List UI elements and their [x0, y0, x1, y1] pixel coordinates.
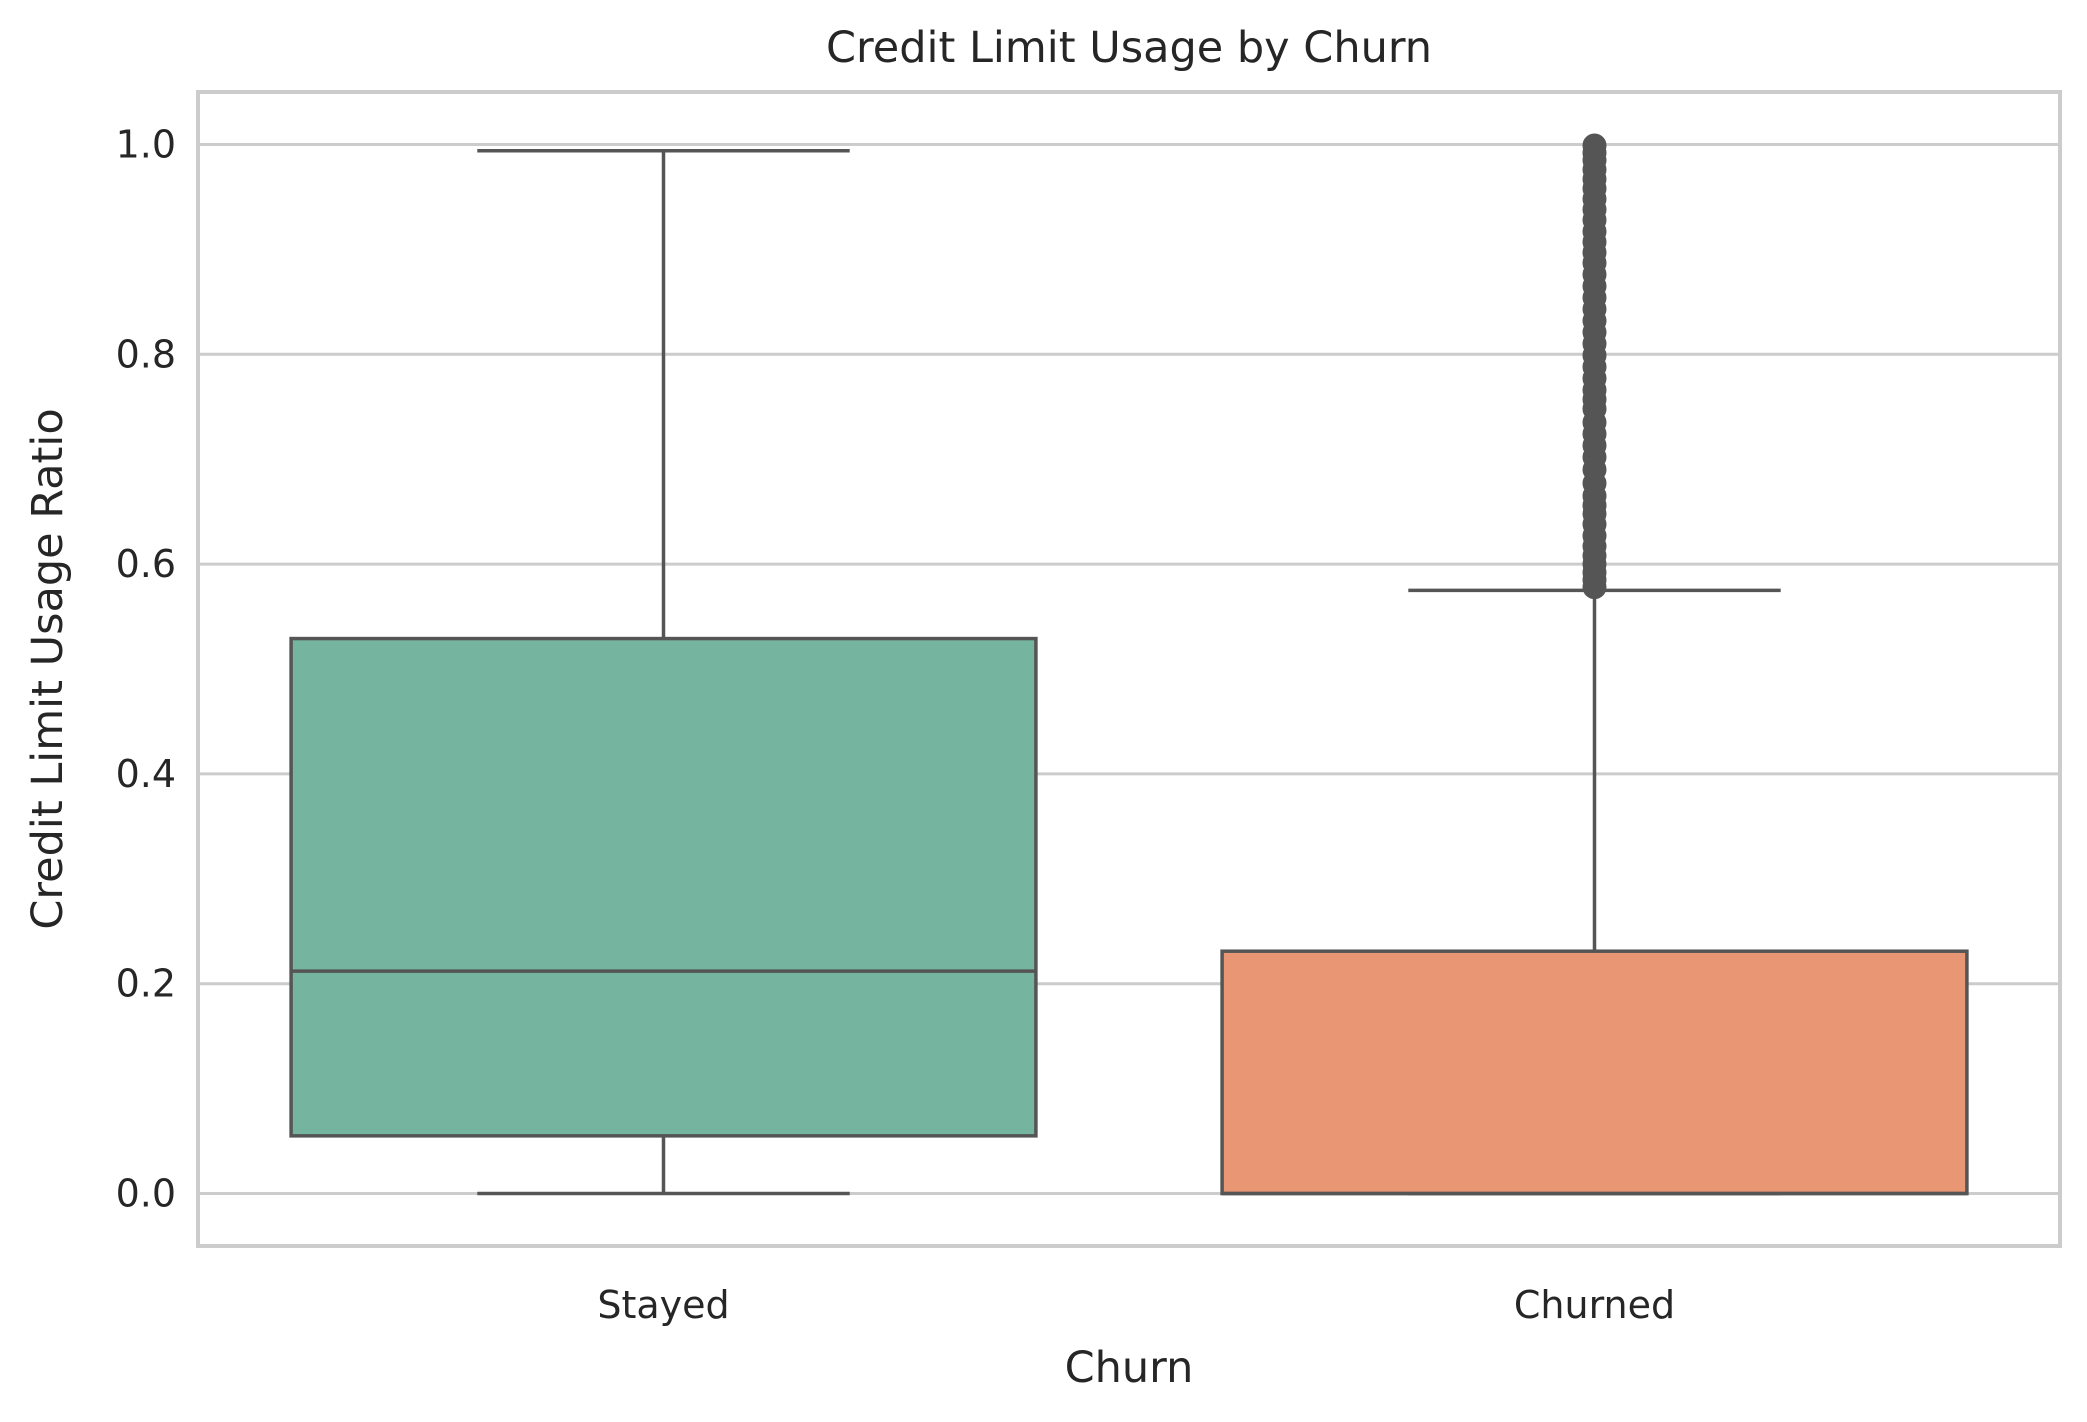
y-tick-label: 0.4	[116, 752, 176, 796]
iqr-box-churned	[1220, 949, 1969, 1196]
plot-frame	[196, 90, 2062, 1248]
y-tick-label: 0.6	[116, 542, 176, 586]
x-axis-label: Churn	[1065, 1343, 1194, 1393]
box-group-stayed	[289, 148, 1038, 1196]
y-tick-label: 1.0	[116, 122, 176, 166]
y-tick-label: 0.8	[116, 332, 176, 376]
x-tick-labels: Stayed Churned	[597, 1283, 1675, 1327]
x-tick-label-stayed: Stayed	[597, 1283, 729, 1327]
outlier-point-churned	[1582, 133, 1607, 158]
chart-title: Credit Limit Usage by Churn	[826, 23, 1432, 73]
box-group-churned	[1220, 133, 1969, 1196]
iqr-box-stayed	[289, 636, 1038, 1138]
y-tick-label: 0.0	[116, 1172, 176, 1216]
y-axis-label: Credit Limit Usage Ratio	[23, 408, 73, 929]
boxes	[289, 133, 1969, 1196]
x-tick-label-churned: Churned	[1514, 1283, 1675, 1327]
y-tick-label: 0.2	[116, 962, 176, 1006]
y-tick-labels: 0.0 0.2 0.4 0.6 0.8 1.0	[116, 122, 176, 1215]
